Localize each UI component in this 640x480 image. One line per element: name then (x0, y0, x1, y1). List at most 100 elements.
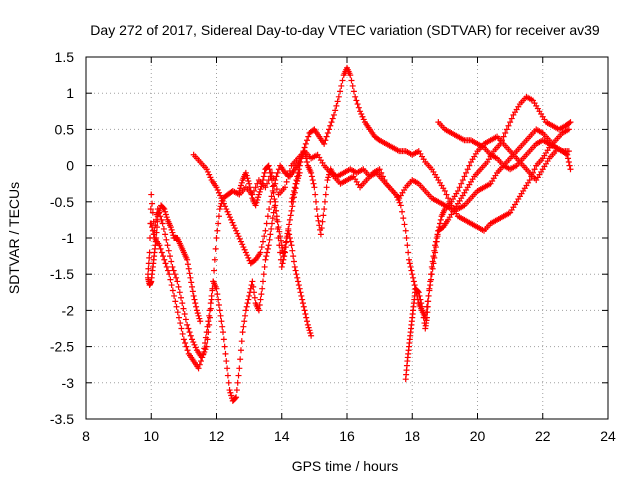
y-tick-label: -1 (62, 230, 75, 246)
series-track-h (236, 162, 303, 260)
data-point (215, 220, 222, 227)
series-track-d (288, 126, 574, 238)
data-point (195, 312, 202, 319)
data-point (308, 173, 315, 180)
data-point (507, 119, 514, 126)
data-point (240, 244, 247, 251)
data-point (337, 88, 344, 95)
data-point (190, 292, 197, 299)
data-point (216, 206, 223, 213)
data-point (259, 238, 266, 245)
data-point (324, 177, 331, 184)
data-point (252, 202, 259, 209)
data-point (281, 248, 288, 255)
data-point (158, 249, 165, 256)
data-point (307, 330, 314, 337)
data-point (404, 242, 411, 249)
data-point (255, 194, 262, 201)
data-point (264, 249, 271, 256)
data-point (217, 312, 224, 319)
data-point (301, 148, 308, 155)
data-point (313, 206, 320, 213)
data-point (262, 256, 269, 263)
data-point (184, 256, 191, 263)
data-point (271, 182, 278, 189)
data-point (430, 260, 437, 267)
data-point (239, 329, 246, 336)
data-point (275, 224, 282, 231)
y-tick-label: -0.5 (50, 194, 74, 210)
data-point (252, 184, 259, 191)
data-point (225, 379, 232, 386)
data-point (187, 274, 194, 281)
y-tick-labels: -3.5 -3 -2.5 -2 -1.5 -1 -0.5 0 0.5 1 1.5 (50, 49, 74, 427)
data-point (149, 209, 156, 216)
data-point (298, 292, 305, 299)
data-point (305, 324, 312, 331)
data-point (162, 211, 169, 218)
data-point (432, 249, 439, 256)
data-point (154, 218, 161, 225)
data-point (213, 184, 220, 191)
data-point (317, 231, 324, 238)
data-point (303, 314, 310, 321)
data-point (190, 339, 197, 346)
data-point (286, 221, 293, 228)
data-point (322, 137, 329, 144)
data-point (565, 158, 572, 165)
data-point (215, 213, 222, 220)
data-point (426, 287, 433, 294)
data-point (220, 336, 227, 343)
data-point (178, 294, 185, 301)
data-point (223, 358, 230, 365)
data-point (263, 253, 270, 260)
data-point (173, 303, 180, 310)
data-point (268, 177, 275, 184)
data-point (214, 187, 221, 194)
data-point (242, 249, 249, 256)
data-point (405, 256, 412, 263)
data-point (301, 307, 308, 314)
data-point (185, 265, 192, 272)
data-point (274, 218, 281, 225)
data-point (456, 184, 463, 191)
data-point (257, 296, 264, 303)
data-point (201, 345, 208, 352)
data-point (432, 244, 439, 251)
y-tick-label: -1.5 (50, 266, 74, 282)
data-point (246, 180, 253, 187)
grid (86, 57, 608, 419)
data-point (206, 307, 213, 314)
y-tick-label: -2.5 (50, 339, 74, 355)
data-point (291, 189, 298, 196)
data-point (182, 316, 189, 323)
data-point (169, 287, 176, 294)
data-point (259, 278, 266, 285)
data-point (267, 198, 274, 205)
data-point (179, 300, 186, 307)
data-point (184, 347, 191, 354)
data-point (159, 220, 166, 227)
data-point (219, 197, 226, 204)
data-point (332, 107, 339, 114)
data-point (293, 180, 300, 187)
data-point (180, 305, 187, 312)
data-point (419, 303, 426, 310)
data-point (302, 311, 309, 318)
data-point (213, 285, 220, 292)
data-point (163, 236, 170, 243)
data-point (329, 115, 336, 122)
data-point (296, 162, 303, 169)
data-point (213, 235, 220, 241)
data-point (149, 227, 156, 234)
data-point (148, 191, 155, 198)
series-track-c (190, 64, 572, 267)
data-point (250, 283, 257, 290)
data-point (274, 169, 281, 176)
data-point (207, 300, 214, 307)
data-point (290, 194, 297, 201)
data-point (425, 298, 432, 305)
data-point (215, 189, 222, 196)
data-point (352, 93, 359, 100)
data-point (242, 169, 249, 176)
